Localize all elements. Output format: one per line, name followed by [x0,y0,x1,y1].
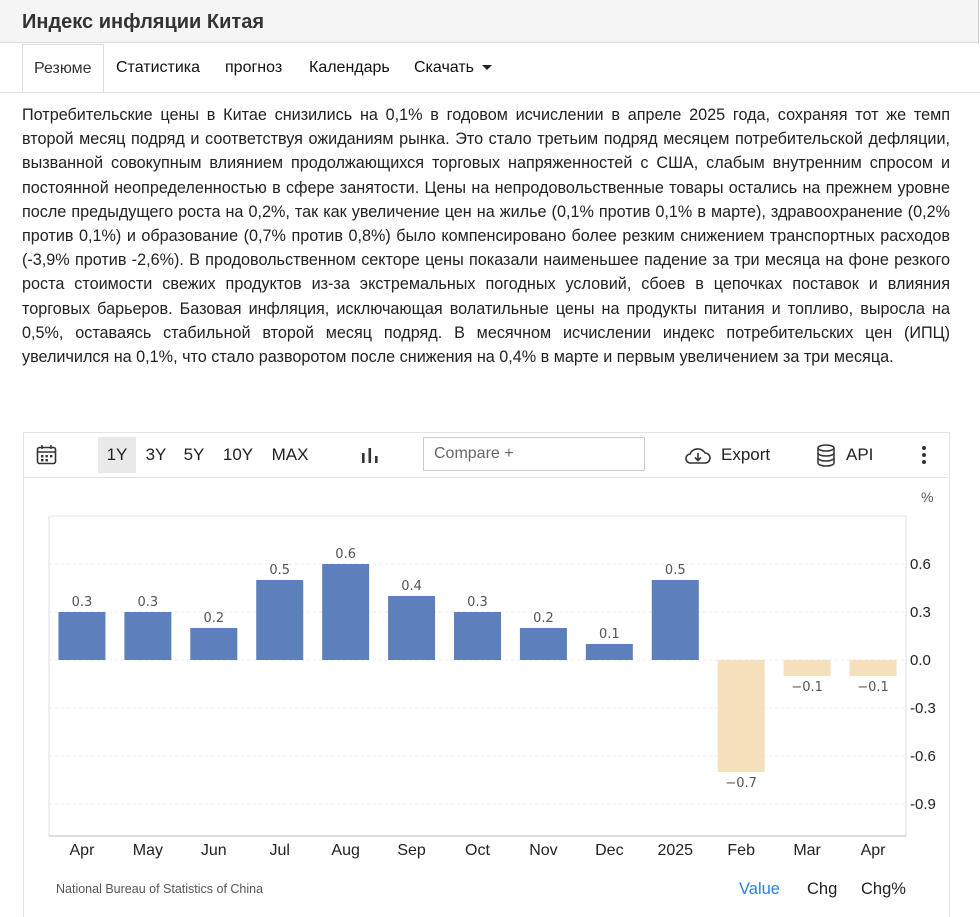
bar [651,580,699,660]
x-tick-label: Nov [529,842,557,859]
bar-chart-icon[interactable] [360,445,380,465]
y-tick-label: 0.0 [910,652,931,669]
range-1y-button[interactable]: 1Y [98,437,136,473]
mode-chg-percent-button[interactable]: Chg% [861,880,906,898]
bar [124,612,172,660]
header-bar: Индекс инфляции Китая [0,0,979,43]
range-max-button[interactable]: MAX [271,445,309,464]
x-tick-label: Mar [793,842,821,859]
summary-text: Потребительские цены в Китае снизились н… [22,106,950,367]
bar [717,660,765,772]
mode-chg-button[interactable]: Chg [807,880,838,898]
data-label: 0.3 [72,595,93,610]
data-label: 0.1 [599,627,620,642]
y-tick-label: 0.6 [910,556,931,573]
cloud-download-icon[interactable] [684,445,712,467]
tab-download[interactable]: Скачать [414,44,492,92]
data-label: 0.3 [138,595,159,610]
data-label: 0.2 [203,611,224,626]
database-icon[interactable] [816,444,836,467]
x-tick-label: Dec [595,842,623,859]
y-unit-label: % [921,489,933,505]
bar [256,580,304,660]
data-label: −0.7 [725,776,757,791]
x-tick-label: Jun [201,842,227,859]
range-3y-button[interactable]: 3Y [145,445,167,464]
source-label: National Bureau of Statistics of China [56,882,264,896]
bar [388,596,436,660]
chart-toolbar: 1Y 3Y 5Y 10Y MAX Export API [24,433,948,478]
tabs-divider [0,92,980,93]
range-10y-button[interactable]: 10Y [222,445,254,464]
chart-container [23,432,950,917]
bar [454,612,501,660]
caret-down-icon [482,65,492,71]
data-label: −0.1 [857,680,889,695]
data-label: −0.1 [791,680,823,695]
mode-value-button[interactable]: Value [739,880,780,898]
data-label: 0.5 [269,563,290,578]
bar [849,660,897,676]
page-title: Индекс инфляции Китая [22,11,264,33]
x-tick-label: Apr [70,842,96,859]
tab-calendar[interactable]: Календарь [309,59,390,76]
more-options-icon[interactable] [921,445,927,465]
api-button[interactable]: API [846,445,874,464]
export-button[interactable]: Export [721,445,771,464]
bar [783,660,831,676]
bar [519,628,567,660]
x-tick-label: Oct [465,842,490,859]
data-label: 0.2 [533,611,554,626]
y-tick-label: -0.3 [910,700,936,717]
tab-bar: Резюме Статистика прогноз Календарь Скач… [22,44,980,93]
data-label: 0.4 [401,579,422,594]
compare-input[interactable] [423,437,645,471]
data-label: 0.3 [467,595,488,610]
y-tick-label: -0.6 [910,748,936,765]
x-tick-label: 2025 [657,842,693,859]
tab-forecast[interactable]: прогноз [225,59,283,76]
x-tick-label: Sep [397,842,426,859]
tab-statistics[interactable]: Статистика [116,59,201,76]
bar [585,644,633,660]
data-label: 0.5 [665,563,686,578]
calendar-icon[interactable] [36,444,58,466]
x-tick-label: Jul [270,842,290,859]
bar [58,612,106,660]
range-5y-button[interactable]: 5Y [183,445,205,464]
y-tick-label: 0.3 [910,604,931,621]
tab-summary[interactable]: Резюме [22,44,104,93]
bar [190,628,238,660]
x-tick-label: Feb [727,842,755,859]
x-tick-label: Apr [861,842,887,859]
data-label: 0.6 [335,547,356,562]
bar [322,564,370,660]
y-tick-label: -0.9 [910,796,936,813]
x-tick-label: Aug [331,842,359,859]
x-tick-label: May [133,842,163,859]
tab-download-label: Скачать [414,59,474,76]
